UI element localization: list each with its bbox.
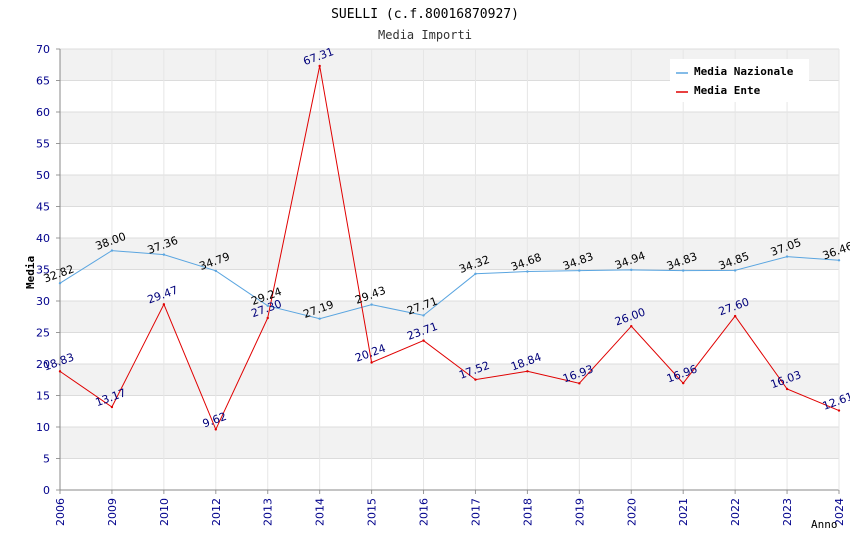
grid-band <box>60 175 839 207</box>
data-point <box>630 325 633 328</box>
y-tick-label: 0 <box>43 484 50 497</box>
y-tick-label: 10 <box>36 421 50 434</box>
data-point <box>422 339 425 342</box>
data-point <box>837 259 841 262</box>
y-tick-label: 65 <box>36 75 50 88</box>
x-tick-labels: 2006 2009 2010 2012 2013 2014 2015 2016 2017 2018… <box>54 498 846 526</box>
grid-lines <box>56 48 840 494</box>
x-axis-label: Anno <box>811 518 838 531</box>
data-point <box>733 269 737 272</box>
x-tick-label: 2015 <box>366 498 379 526</box>
y-tick-label: 40 <box>36 232 50 245</box>
grid-band <box>60 238 839 270</box>
grid-band <box>60 112 839 144</box>
data-point <box>682 269 685 272</box>
x-tick-label: 2013 <box>262 498 275 526</box>
y-tick-label: 30 <box>36 295 50 308</box>
x-tick-label: 2023 <box>781 498 794 526</box>
data-point <box>578 269 581 272</box>
legend: Media Nazionale Media Ente <box>670 59 809 102</box>
data-point <box>526 370 529 373</box>
data-point <box>58 282 62 285</box>
series-line-ente <box>59 65 840 431</box>
x-tick-label: 2009 <box>106 498 119 526</box>
x-tick-label: 2024 <box>833 498 846 526</box>
data-point <box>474 272 477 275</box>
x-tick-label: 2012 <box>210 498 223 526</box>
y-tick-label: 60 <box>36 106 50 119</box>
grid-band <box>60 301 839 333</box>
data-point <box>785 387 789 391</box>
series-layer <box>58 64 841 431</box>
x-tick-label: 2014 <box>314 498 327 526</box>
y-tick-label: 55 <box>36 138 50 151</box>
y-tick-label: 15 <box>36 390 50 403</box>
data-point <box>162 253 166 256</box>
y-tick-labels: 0 5 10 15 20 25 30 35 40 45 50 55 60 65 70 <box>36 43 50 497</box>
grid-bands <box>60 49 839 459</box>
chart-title: SUELLI (c.f.80016870927) <box>331 7 519 22</box>
y-tick-label: 25 <box>36 327 50 340</box>
data-point <box>526 270 529 273</box>
y-tick-label: 20 <box>36 358 50 371</box>
legend-label-nazionale: Media Nazionale <box>694 65 794 78</box>
data-point <box>214 428 217 431</box>
data-point <box>162 303 166 306</box>
data-label: 20.24 <box>353 342 387 365</box>
chart-subtitle: Media Importi <box>378 28 472 42</box>
data-point <box>318 64 321 68</box>
data-point <box>318 317 321 320</box>
data-point <box>266 316 269 320</box>
x-tick-label: 2019 <box>573 498 586 526</box>
data-point <box>110 249 114 252</box>
legend-label-ente: Media Ente <box>694 84 761 97</box>
y-tick-label: 45 <box>36 201 50 214</box>
data-point <box>422 314 425 317</box>
data-point <box>474 378 477 381</box>
data-point <box>837 409 841 412</box>
y-tick-label: 70 <box>36 43 50 56</box>
legend-item-nazionale: Media Nazionale <box>676 65 794 78</box>
y-tick-label: 50 <box>36 169 50 182</box>
x-tick-label: 2010 <box>158 498 171 526</box>
legend-box <box>670 59 809 102</box>
data-point <box>682 381 685 385</box>
data-point <box>214 269 217 273</box>
legend-item-ente: Media Ente <box>676 84 761 97</box>
x-tick-label: 2016 <box>418 498 431 526</box>
x-tick-label: 2020 <box>625 498 638 526</box>
data-point <box>630 268 633 272</box>
x-tick-label: 2018 <box>521 498 534 526</box>
x-tick-label: 2006 <box>54 498 67 526</box>
series-line-nazionale <box>59 250 840 320</box>
y-axis-label: Media <box>24 256 37 289</box>
data-point <box>785 255 789 258</box>
grid-band <box>60 427 839 459</box>
data-point <box>266 304 269 307</box>
x-tick-label: 2022 <box>729 498 742 526</box>
data-point <box>733 314 737 318</box>
axes <box>59 49 840 491</box>
x-tick-label: 2021 <box>677 498 690 526</box>
y-tick-label: 35 <box>36 264 50 277</box>
x-tick-label: 2017 <box>469 498 482 526</box>
data-point <box>578 382 581 385</box>
data-point <box>370 303 373 306</box>
y-tick-label: 5 <box>43 453 50 466</box>
data-point <box>58 370 62 373</box>
grid-band <box>60 364 839 396</box>
data-point <box>370 361 373 364</box>
data-point <box>110 405 114 409</box>
